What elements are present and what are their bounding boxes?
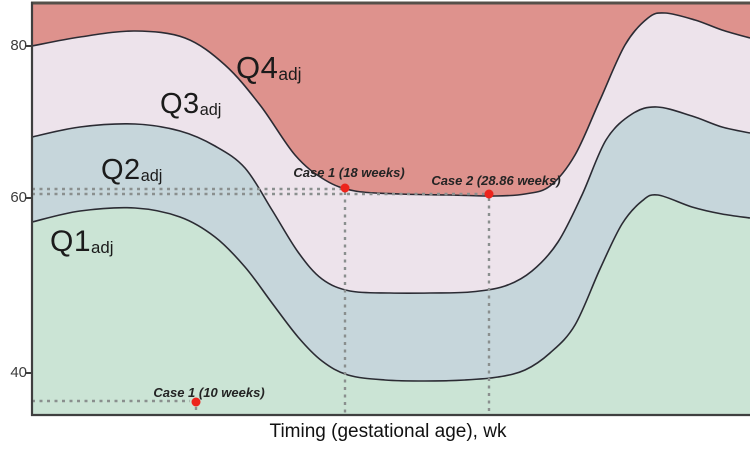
annotation-label-case1-18wk: Case 1 (18 weeks) xyxy=(293,165,405,180)
dot-case2 xyxy=(484,189,494,199)
y-tick-label-80: 80 xyxy=(10,37,27,54)
band-q1-fill xyxy=(32,194,750,415)
band-label-q4-main: Q4 xyxy=(236,50,279,85)
band-label-q3-sub: adj xyxy=(199,100,222,119)
band-label-q2-sub: adj xyxy=(140,166,163,185)
band-label-q2: Q2adj xyxy=(101,156,162,185)
band-label-q4: Q4adj xyxy=(236,52,302,83)
annotation-label-case2: Case 2 (28.86 weeks) xyxy=(431,173,561,188)
band-label-q3-main: Q3 xyxy=(160,88,200,120)
band-label-q2-main: Q2 xyxy=(101,154,141,186)
dot-case1-18wk xyxy=(340,183,350,193)
dot-case1-10wk xyxy=(191,397,201,407)
band-label-q1-main: Q1 xyxy=(50,225,92,258)
q3-q4-boundary-line xyxy=(31,12,750,197)
band-label-q1: Q1adj xyxy=(50,227,113,257)
x-axis-label: Timing (gestational age), wk xyxy=(269,421,507,442)
band-label-q1-sub: adj xyxy=(91,238,114,258)
band-label-q3: Q3adj xyxy=(160,90,221,119)
y-tick-label-60: 60 xyxy=(10,189,27,206)
q2-q3-boundary-line xyxy=(31,106,750,294)
band-label-q4-sub: adj xyxy=(278,64,302,85)
y-tick-label-40: 40 xyxy=(10,364,27,381)
q1-q2-boundary-line xyxy=(31,193,750,382)
annotation-label-case1-10wk: Case 1 (10 weeks) xyxy=(153,385,265,400)
